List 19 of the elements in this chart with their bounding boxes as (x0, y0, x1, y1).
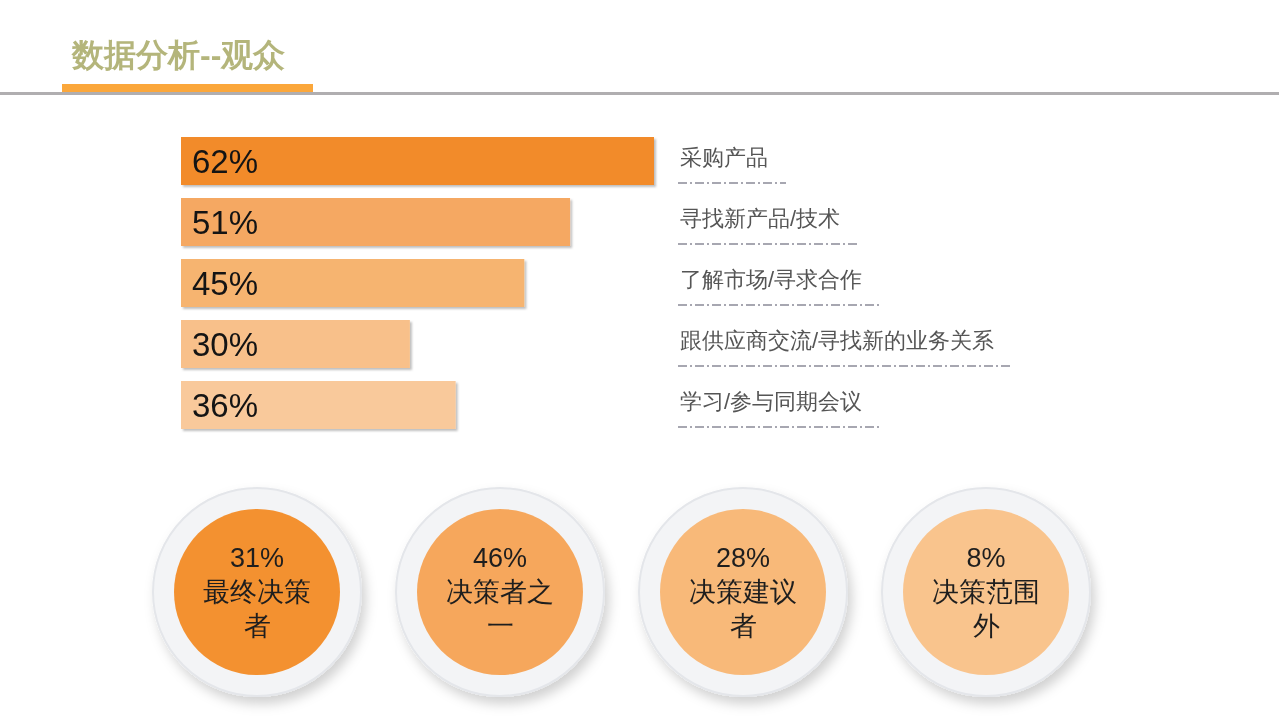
y-tick-label: 跟供应商交流/寻找新的业务关系 (680, 327, 995, 353)
y-tick-label: 采购产品 (680, 144, 768, 170)
data-label: 45% (192, 264, 259, 302)
data-label: 28% (715, 543, 771, 573)
y-tick-label: 学习/参与同期会议 (680, 388, 863, 414)
category-label: 决策范围外 (932, 577, 1040, 641)
data-label: 46% (472, 543, 528, 573)
y-tick-label: 了解市场/寻求合作 (680, 266, 863, 292)
data-label: 30% (192, 325, 259, 363)
data-label: 62% (192, 142, 259, 180)
data-label: 8% (966, 543, 1006, 573)
title: 数据分析--观众 (72, 37, 286, 73)
category-label: 决策者之一 (446, 577, 554, 641)
category-label: 最终决策者 (203, 577, 311, 641)
data-label: 31% (229, 543, 285, 573)
category-label: 决策建议者 (689, 577, 797, 641)
y-tick-label: 寻找新产品/技术 (680, 205, 841, 231)
data-label: 51% (192, 203, 259, 241)
data-label: 36% (192, 386, 259, 424)
